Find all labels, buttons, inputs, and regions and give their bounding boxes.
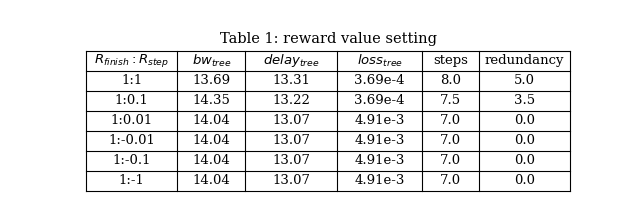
Text: 1:0.1: 1:0.1 <box>115 94 148 107</box>
Text: 14.04: 14.04 <box>193 174 230 187</box>
Text: 3.5: 3.5 <box>514 94 535 107</box>
Text: 4.91e-3: 4.91e-3 <box>355 114 405 127</box>
Text: 13.69: 13.69 <box>193 74 230 87</box>
Text: $\mathit{delay}_{tree}$: $\mathit{delay}_{tree}$ <box>263 52 319 69</box>
Text: 14.04: 14.04 <box>193 154 230 167</box>
Text: 7.5: 7.5 <box>440 94 461 107</box>
Text: 5.0: 5.0 <box>514 74 535 87</box>
Text: 1:0.01: 1:0.01 <box>111 114 153 127</box>
Text: 0.0: 0.0 <box>514 174 535 187</box>
Text: 1:-0.1: 1:-0.1 <box>113 154 151 167</box>
Text: 0.0: 0.0 <box>514 114 535 127</box>
Text: $\mathit{R}_{finish}:\mathit{R}_{step}$: $\mathit{R}_{finish}:\mathit{R}_{step}$ <box>94 52 169 69</box>
Text: 1:-1: 1:-1 <box>119 174 145 187</box>
Text: 7.0: 7.0 <box>440 134 461 147</box>
Text: 13.07: 13.07 <box>272 114 310 127</box>
Text: 13.31: 13.31 <box>272 74 310 87</box>
Text: 13.07: 13.07 <box>272 154 310 167</box>
Text: Table 1: reward value setting: Table 1: reward value setting <box>220 32 436 46</box>
Text: 1:-0.01: 1:-0.01 <box>108 134 155 147</box>
Text: 7.0: 7.0 <box>440 154 461 167</box>
Text: 3.69e-4: 3.69e-4 <box>355 94 405 107</box>
Text: 14.04: 14.04 <box>193 114 230 127</box>
Text: 0.0: 0.0 <box>514 134 535 147</box>
Text: 0.0: 0.0 <box>514 154 535 167</box>
Text: 7.0: 7.0 <box>440 174 461 187</box>
Text: $\mathit{bw}_{tree}$: $\mathit{bw}_{tree}$ <box>191 53 231 69</box>
Text: 14.35: 14.35 <box>193 94 230 107</box>
Text: 4.91e-3: 4.91e-3 <box>355 154 405 167</box>
Text: 4.91e-3: 4.91e-3 <box>355 174 405 187</box>
Text: $\mathit{loss}_{tree}$: $\mathit{loss}_{tree}$ <box>356 53 403 69</box>
Text: steps: steps <box>433 54 468 67</box>
Text: redundancy: redundancy <box>484 54 564 67</box>
Text: 13.07: 13.07 <box>272 174 310 187</box>
Text: 8.0: 8.0 <box>440 74 461 87</box>
Text: 13.07: 13.07 <box>272 134 310 147</box>
Text: 14.04: 14.04 <box>193 134 230 147</box>
Text: 13.22: 13.22 <box>272 94 310 107</box>
Text: 4.91e-3: 4.91e-3 <box>355 134 405 147</box>
Text: 7.0: 7.0 <box>440 114 461 127</box>
Text: 3.69e-4: 3.69e-4 <box>355 74 405 87</box>
Text: 1:1: 1:1 <box>121 74 142 87</box>
